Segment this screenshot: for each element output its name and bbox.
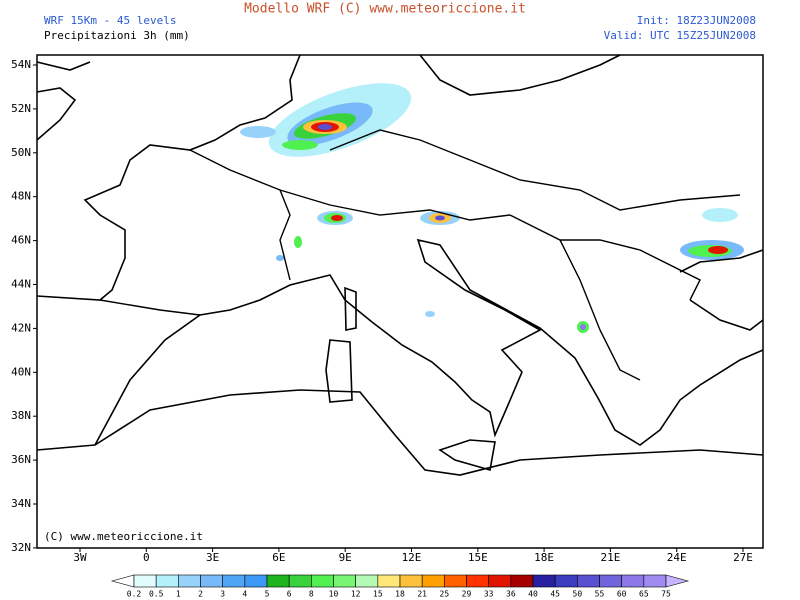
colorbar-box [377, 574, 401, 588]
lat-label: 40N [11, 365, 31, 378]
init-label: Init: 18Z23JUN2008 [637, 14, 756, 27]
lon-label: 21E [600, 551, 620, 564]
colorbar-box [421, 574, 445, 588]
lon-label: 18E [534, 551, 554, 564]
lon-label: 9E [339, 551, 352, 564]
lat-label: 38N [11, 409, 31, 422]
lat-label: 50N [11, 146, 31, 159]
lon-label: 3W [73, 551, 87, 564]
lon-label: 3E [206, 551, 219, 564]
borders [99, 129, 741, 381]
lat-label: 54N [11, 58, 31, 71]
lon-label: 27E [733, 551, 753, 564]
colorbar-label: 8 [309, 590, 314, 599]
colorbar-label: 21 [417, 590, 427, 599]
lat-label: 46N [11, 234, 31, 247]
colorbar-label: 65 [639, 590, 649, 599]
colorbar-box [510, 574, 534, 588]
valid-label: Valid: UTC 15Z25JUN2008 [604, 29, 756, 42]
colorbar-box [599, 574, 622, 588]
colorbar-label: 40 [528, 590, 538, 599]
title: Modello WRF (C) www.meteoriccione.it [244, 2, 526, 17]
colorbar-label: 10 [329, 590, 339, 599]
colorbar-label: 50 [573, 590, 583, 599]
colorbar-box [200, 574, 223, 588]
colorbar-label: 25 [440, 590, 450, 599]
colorbar-label: 12 [351, 590, 361, 599]
colorbar-box [288, 574, 312, 588]
lat-label: 52N [11, 102, 31, 115]
colorbar-box [399, 574, 423, 588]
lon-label: 12E [402, 551, 422, 564]
colorbar-below [110, 574, 135, 588]
lat-label: 34N [11, 497, 31, 510]
colorbar-box [643, 574, 667, 588]
colorbar-box [621, 574, 645, 588]
lon-label: 15E [468, 551, 488, 564]
colorbar-box [133, 574, 157, 588]
colorbar-box [577, 574, 600, 588]
field-label: Precipitazioni 3h (mm) [44, 29, 190, 42]
colorbar-label: 33 [484, 590, 494, 599]
precipitation [240, 83, 744, 333]
colorbar-box [554, 574, 578, 588]
colorbar-label: 1 [176, 590, 181, 599]
credit: (C) www.meteoriccione.it [44, 530, 203, 543]
colorbar-box [333, 574, 356, 588]
colorbar-label: 0.2 [127, 590, 142, 599]
colorbar-box [155, 574, 179, 588]
lat-label: 36N [11, 453, 31, 466]
colorbar-label: 75 [661, 590, 671, 599]
colorbar-label: 5 [265, 590, 270, 599]
colorbar-label: 15 [373, 590, 383, 599]
colorbar-box [355, 574, 379, 588]
colorbar-box [178, 574, 201, 588]
colorbar-box [532, 574, 556, 588]
colorbar-label: 45 [550, 590, 560, 599]
colorbar-label: 6 [287, 590, 292, 599]
lon-label: 0 [143, 551, 150, 564]
lon-label: 24E [667, 551, 687, 564]
colorbar-box [222, 574, 246, 588]
colorbar-label: 2 [198, 590, 203, 599]
colorbar-label: 55 [595, 590, 605, 599]
colorbar-label: 60 [617, 590, 627, 599]
colorbar-label: 29 [462, 590, 472, 599]
coastlines [36, 54, 764, 476]
colorbar-label: 0.5 [149, 590, 164, 599]
colorbar-label: 36 [506, 590, 516, 599]
lat-label: 42N [11, 321, 31, 334]
colorbar-above [665, 574, 690, 588]
model-label: WRF 15Km - 45 levels [44, 14, 176, 27]
colorbar-box [266, 574, 290, 588]
lon-label: 6E [272, 551, 285, 564]
map-frame [36, 54, 764, 549]
colorbar-box [488, 574, 512, 588]
colorbar-box [466, 574, 489, 588]
colorbar-box [444, 574, 467, 588]
colorbar-box [311, 574, 334, 588]
lat-label: 48N [11, 190, 31, 203]
colorbar-label: 4 [242, 590, 247, 599]
lat-label: 44N [11, 278, 31, 291]
colorbar-label: 18 [395, 590, 405, 599]
lat-label: 32N [11, 541, 31, 554]
colorbar-label: 3 [220, 590, 225, 599]
colorbar-box [244, 574, 268, 588]
